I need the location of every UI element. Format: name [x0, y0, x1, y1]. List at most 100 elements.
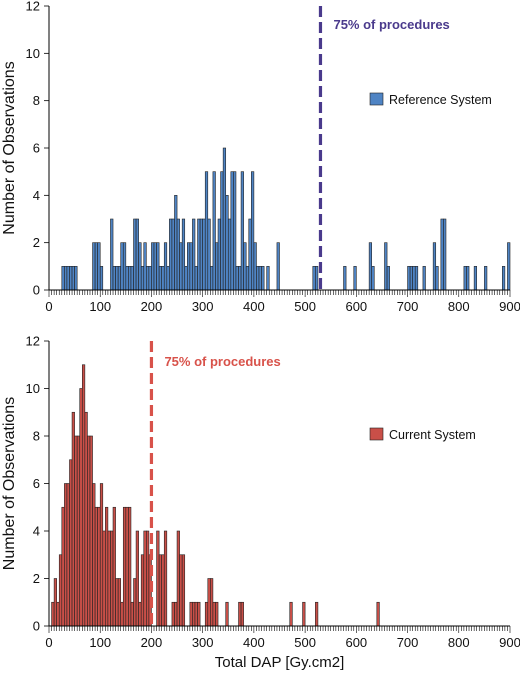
histogram-bar [212, 171, 216, 291]
histogram-bar [79, 388, 83, 627]
histogram-bar [371, 266, 375, 291]
histogram-bar [215, 242, 219, 291]
histogram-bar [102, 530, 106, 627]
histogram-bar [353, 266, 357, 291]
histogram-bar [135, 218, 139, 291]
chart-panel-2: 0 100 200 300 400 500 600 700 800 900 0 2 4 6 8 10 12 Num… [1, 334, 520, 672]
x-axis-label: Total DAP [Gy.cm2] [215, 654, 345, 671]
y-axis-label: Number of Observations [1, 61, 18, 234]
histogram-bar [422, 266, 426, 291]
histogram-bar [243, 242, 247, 291]
histogram-bar [222, 147, 227, 291]
histogram-bar [117, 578, 122, 627]
legend-label: Current System [389, 428, 476, 442]
x-tick-label: 0 [45, 635, 52, 650]
histogram-bar [125, 266, 129, 291]
histogram-bar [133, 578, 137, 627]
histogram-bar [61, 506, 65, 627]
histogram-bar [174, 195, 178, 291]
histogram-bar [128, 266, 132, 291]
histogram-bar [117, 266, 122, 291]
histogram-bar [181, 554, 186, 627]
histogram-bar [207, 578, 211, 627]
histogram-bar [384, 242, 388, 291]
x-tick-label: 100 [89, 299, 111, 314]
y-tick-label: 0 [33, 619, 40, 634]
x-tick-label: 600 [345, 635, 367, 650]
histogram-bar [210, 266, 214, 291]
histogram-bar [122, 242, 127, 291]
x-tick-label: 300 [192, 299, 214, 314]
histogram-bar [194, 266, 198, 291]
histogram-bar [225, 601, 229, 627]
histogram-bar [233, 171, 237, 291]
histogram-bar [99, 266, 104, 291]
legend-swatch [369, 427, 384, 441]
histogram-bar [74, 266, 78, 291]
histogram-bar [443, 218, 447, 291]
y-tick-label: 8 [33, 93, 40, 108]
histogram-bar [192, 218, 196, 291]
histogram-bar [112, 506, 116, 627]
histogram-bar [143, 530, 147, 627]
histogram-bar [161, 266, 165, 291]
x-tick-label: 800 [448, 635, 470, 650]
histogram-bar [66, 483, 70, 627]
histogram-bar [197, 601, 201, 627]
histogram-bar [409, 266, 413, 291]
histogram-bar [156, 530, 160, 627]
chart-panel-1: 0 100 200 300 400 500 600 700 800 900 0 2 4 6 8 10 12 Num… [1, 0, 520, 314]
histogram-bar [248, 218, 252, 291]
histogram-bar [181, 218, 186, 291]
histogram-bar [212, 601, 216, 627]
histogram-bar [238, 266, 242, 291]
y-tick-label: 6 [33, 476, 40, 491]
histogram-bar [89, 435, 93, 627]
percentile-marker-label: 75% of procedures [333, 17, 449, 32]
histogram-bar [156, 242, 160, 291]
histogram-bar [315, 601, 319, 627]
histogram-bar [110, 530, 114, 627]
histogram-bar [153, 242, 157, 291]
x-tick-label: 300 [192, 635, 214, 650]
histogram-bar [169, 218, 173, 291]
histogram-bar [174, 601, 178, 627]
histogram-bar [69, 459, 73, 627]
histogram-bar [204, 601, 209, 627]
histogram-bar [99, 483, 104, 627]
histogram-bar [171, 218, 175, 291]
histogram-bar [179, 242, 183, 291]
histogram-bar [289, 601, 293, 627]
histogram-bar [64, 483, 68, 627]
histogram-bar [158, 266, 162, 291]
histogram-bar [53, 578, 57, 627]
histogram-bar [432, 242, 437, 291]
histogram-bar [130, 266, 134, 291]
y-tick-label: 12 [26, 0, 40, 14]
histogram-bar [184, 266, 188, 291]
y-tick-label: 10 [26, 381, 40, 396]
histogram-bar [187, 242, 191, 291]
histogram-bar [261, 266, 265, 291]
x-tick-label: 900 [499, 299, 520, 314]
histogram-bar [115, 266, 119, 291]
histogram-bar [368, 242, 372, 291]
histogram-bar [189, 242, 193, 291]
x-tick-label: 900 [499, 635, 520, 650]
histogram-bar [94, 242, 98, 291]
y-tick-label: 2 [33, 235, 40, 250]
histogram-bar [122, 506, 127, 627]
y-tick-label: 4 [33, 188, 40, 203]
histogram-bar [435, 266, 439, 291]
histogram-bar [130, 601, 134, 627]
x-tick-label: 400 [243, 635, 265, 650]
histogram-bar [125, 506, 129, 627]
histogram-bar [71, 266, 75, 291]
histogram-bar [507, 242, 511, 291]
histogram-bar [87, 435, 91, 627]
x-tick-label: 500 [294, 299, 316, 314]
x-tick-label: 700 [397, 299, 419, 314]
histogram-bar [171, 601, 175, 627]
x-tick-label: 500 [294, 635, 316, 650]
histogram-bar [440, 218, 444, 291]
